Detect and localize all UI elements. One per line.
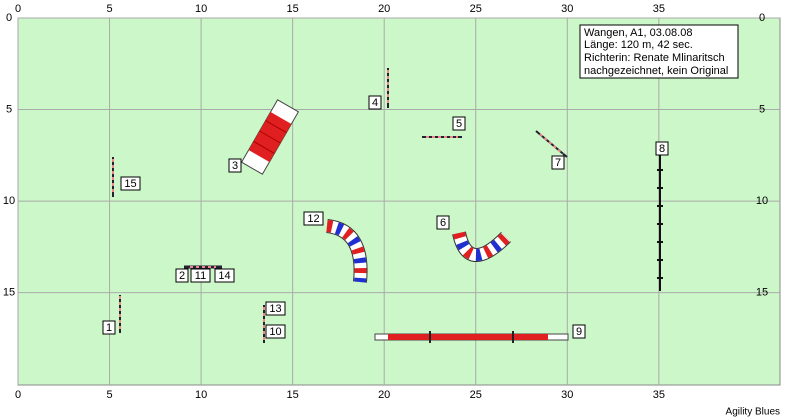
obstacle-number: 12 (307, 213, 319, 225)
obstacle-number: 2 (179, 270, 185, 282)
tunnel (452, 231, 511, 262)
tunnel-red (326, 220, 367, 283)
y-tick-label: 5 (759, 103, 765, 115)
obstacle-number: 13 (269, 303, 281, 315)
x-tick-label: 20 (378, 3, 390, 15)
tunnel-body (453, 231, 511, 261)
obstacle-number-box (265, 324, 286, 339)
obstacle-number-box (175, 268, 189, 283)
obstacle-number: 3 (232, 160, 238, 172)
x-tick-label: 35 (653, 389, 665, 401)
obstacle-number-box (228, 158, 242, 173)
x-tick-label: 0 (15, 3, 21, 15)
x-tick-label: 5 (106, 389, 112, 401)
a-frame (240, 99, 300, 175)
obstacle-number-box (655, 141, 669, 156)
obstacle-number: 7 (555, 157, 561, 169)
x-tick-label: 10 (195, 3, 207, 15)
x-tick-label: 0 (15, 389, 21, 401)
y-tick-label: 10 (756, 195, 768, 207)
obstacle-number-box (120, 176, 141, 191)
y-tick-label: 10 (3, 195, 15, 207)
x-tick-label: 15 (287, 3, 299, 15)
x-tick-label: 35 (653, 3, 665, 15)
obstacle-number-box (190, 268, 211, 283)
y-tick-label: 0 (6, 12, 12, 24)
grid (17, 17, 780, 385)
footer: Agility Blues (726, 407, 780, 418)
obstacle-number-box (265, 301, 286, 316)
obstacle-number: 4 (372, 97, 378, 109)
info-box (579, 24, 739, 79)
info-line: nachgezeichnet, kein Original (584, 65, 728, 77)
obstacle-number: 9 (576, 326, 582, 338)
x-tick-label: 30 (561, 389, 573, 401)
obstacle-number: 1 (106, 322, 112, 334)
obstacle-number-box (368, 95, 382, 110)
obstacles (112, 68, 663, 343)
x-tick-label: 25 (470, 389, 482, 401)
y-tick-label: 5 (6, 103, 12, 115)
x-tick-label: 30 (561, 3, 573, 15)
dogwalk-plank (388, 334, 548, 340)
weave-pole-marks (657, 169, 663, 279)
obstacle-number-box (102, 320, 116, 335)
obstacle-number-box (452, 116, 466, 131)
obstacle-number: 10 (269, 326, 281, 338)
obstacle-number-box (214, 268, 235, 283)
dogwalk-supports (429, 331, 514, 343)
info-line: Richterin: Renate Mlinaritsch (584, 52, 725, 64)
info-line: Länge: 120 m, 42 sec. (584, 39, 693, 51)
obstacle-number-box (436, 215, 450, 230)
obstacle-number-box (551, 155, 565, 170)
tunnel (325, 219, 368, 283)
y-tick-label: 15 (3, 287, 15, 299)
obstacle-number: 14 (218, 270, 230, 282)
obstacle-number: 8 (659, 143, 665, 155)
obstacle-number: 11 (195, 270, 206, 282)
x-tick-label: 20 (378, 389, 390, 401)
obstacle-number: 5 (456, 118, 462, 130)
info-line: Wangen, A1, 03.08.08 (584, 27, 692, 39)
y-tick-label: 15 (756, 287, 768, 299)
y-tick-label: 0 (759, 12, 765, 24)
obstacle-number: 15 (124, 178, 136, 190)
x-tick-label: 15 (287, 389, 299, 401)
x-tick-label: 5 (106, 3, 112, 15)
tunnel-blue (326, 220, 367, 283)
obstacle-number-box (303, 211, 324, 226)
jump-bar (539, 133, 564, 155)
obstacle-number: 6 (440, 217, 446, 229)
x-tick-label: 25 (470, 3, 482, 15)
a-frame-slats (253, 120, 287, 154)
obstacle-number-box (572, 324, 586, 339)
x-tick-label: 10 (195, 389, 207, 401)
